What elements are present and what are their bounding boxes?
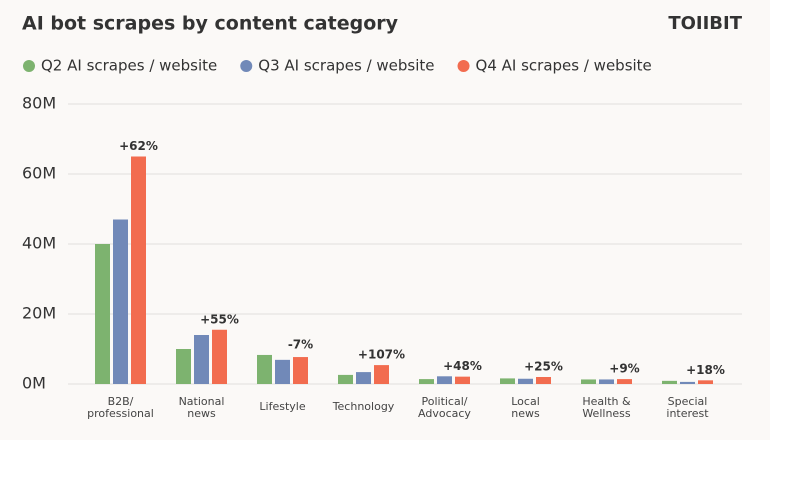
bar <box>293 357 308 384</box>
bar <box>662 380 677 384</box>
chart-title: AI bot scrapes by content category <box>22 13 399 35</box>
bar <box>356 372 371 384</box>
x-tick-label: Technology <box>332 400 395 413</box>
annotation: +9% <box>609 362 639 376</box>
x-tick-label: B2B/ professional <box>87 395 154 420</box>
bar <box>698 380 713 384</box>
x-tick-label: Special interest <box>666 395 709 420</box>
logo: TOIIBIT <box>668 13 742 34</box>
bar <box>536 377 551 384</box>
legend-label: Q4 AI scrapes / website <box>476 57 652 75</box>
bar <box>275 359 290 384</box>
bar <box>113 219 128 384</box>
bar <box>419 379 434 384</box>
y-tick-label: 0M <box>22 374 46 393</box>
y-tick-label: 80M <box>22 94 56 113</box>
annotation: +48% <box>443 359 482 373</box>
annotation: -7% <box>288 337 313 351</box>
annotation: +25% <box>524 360 563 374</box>
bar <box>455 376 470 384</box>
y-tick-label: 40M <box>22 234 56 253</box>
y-tick-label: 20M <box>22 304 56 323</box>
bar <box>176 349 191 384</box>
bar <box>437 376 452 384</box>
annotation: +55% <box>200 312 239 326</box>
legend-marker <box>240 60 253 72</box>
bar <box>338 374 353 384</box>
x-tick-label: Lifestyle <box>259 400 306 413</box>
bar <box>194 335 209 384</box>
bar <box>581 379 596 384</box>
y-tick-label: 60M <box>22 164 56 183</box>
bar <box>599 379 614 384</box>
legend-marker <box>23 60 35 72</box>
legend-label: Q2 AI scrapes / website <box>41 57 217 75</box>
bar <box>95 244 110 384</box>
annotation: +107% <box>358 348 405 362</box>
annotation: +62% <box>119 139 158 153</box>
x-tick-label: National news <box>178 395 225 420</box>
legend-label: Q3 AI scrapes / website <box>258 57 434 75</box>
annotation: +18% <box>686 363 725 377</box>
bar <box>500 378 515 384</box>
bar <box>518 378 533 384</box>
bar <box>617 379 632 384</box>
x-tick-label: Health & Wellness <box>582 395 631 420</box>
x-tick-label: Local news <box>511 395 540 420</box>
bar <box>680 381 695 384</box>
legend-marker <box>457 60 470 72</box>
bar <box>257 354 272 384</box>
bar <box>131 156 146 384</box>
bar <box>374 365 389 384</box>
x-tick-label: Political/ Advocacy <box>418 395 471 420</box>
bar <box>212 329 227 384</box>
